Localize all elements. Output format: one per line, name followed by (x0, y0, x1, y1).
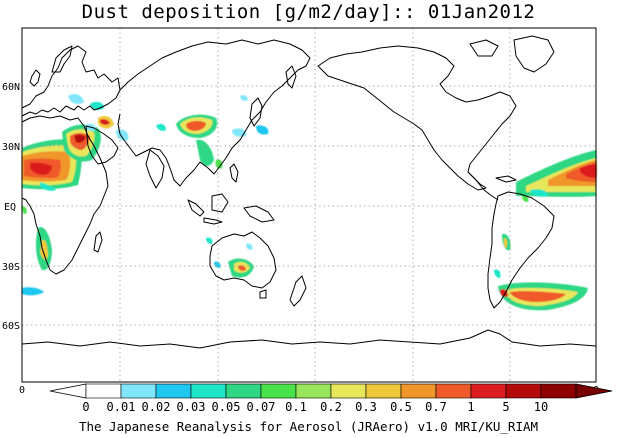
coast-borneo (211, 193, 229, 213)
graticule (22, 28, 596, 382)
colorbar-swatch (400, 383, 437, 399)
coast-madagascar (93, 231, 103, 253)
colorbar-label: 0.1 (285, 400, 307, 414)
coast-tasmania (259, 289, 267, 299)
map-frame (21, 27, 597, 383)
colorbar-label: 0.2 (320, 400, 342, 414)
coast-asia (117, 39, 311, 187)
colorbar-swatch (295, 383, 332, 399)
colorbar-swatch (365, 383, 402, 399)
colorbar-swatch (120, 383, 157, 399)
colorbar-swatch (505, 383, 542, 399)
lat-label: 60S (2, 321, 20, 332)
colorbar-label: 0.3 (355, 400, 377, 414)
coast-arabia (85, 125, 119, 165)
colorbar: 0 0.01 0.02 0.03 0.05 0.07 0.1 0.2 0.3 0.5 0.7 1 5 10 (49, 383, 613, 414)
coast-new-guinea (243, 205, 275, 223)
coast-central-america (467, 171, 499, 201)
coast-india (145, 149, 165, 189)
coast-scandinavia (51, 45, 73, 73)
colorbar-label: 0.01 (107, 400, 136, 414)
colorbar-label: 0.7 (425, 400, 447, 414)
colorbar-arrow-right (575, 383, 613, 399)
coast-antarctica (21, 329, 597, 349)
colorbar-swatch (155, 383, 192, 399)
coast-java (203, 217, 223, 225)
coast-south-america (487, 191, 555, 309)
lat-label: 30S (2, 262, 20, 273)
colorbar-swatch (540, 383, 577, 399)
colorbar-arrow-left (49, 383, 87, 399)
dust-field-layer (22, 94, 597, 311)
coastlines (21, 35, 597, 349)
colorbar-swatch (225, 383, 262, 399)
dust-patagonia (494, 195, 588, 311)
colorbar-label: 0.5 (390, 400, 412, 414)
colorbar-swatch (330, 383, 367, 399)
coast-kamchatka (285, 65, 297, 89)
colorbar-label: 0.03 (177, 400, 206, 414)
coast-uk (29, 69, 41, 87)
colorbar-label: 0 (82, 400, 89, 414)
colorbar-swatch (470, 383, 507, 399)
coast-australia (209, 231, 277, 289)
coast-africa (21, 115, 109, 275)
coast-new-zealand (289, 275, 307, 307)
dust-australia (206, 237, 254, 278)
coast-japan (249, 97, 263, 127)
lat-label: EQ (4, 202, 16, 213)
footer-credit: The Japanese Reanalysis for Aerosol (JRA… (78, 419, 539, 434)
coast-north-america (317, 45, 517, 191)
dust-mediterranean (68, 94, 104, 131)
coast-arctic-islands (469, 39, 499, 57)
coast-europe (21, 45, 121, 117)
colorbar-label: 0.05 (212, 400, 241, 414)
coast-philippines (229, 163, 239, 183)
colorbar-swatch (260, 383, 297, 399)
lat-label: 60N (2, 82, 20, 93)
colorbar-swatch (190, 383, 227, 399)
dust-east-asia (196, 139, 223, 169)
coast-caribbean (495, 175, 517, 183)
colorbar-swatch (435, 383, 472, 399)
colorbar-label: 0.07 (247, 400, 276, 414)
colorbar-label: 0.02 (142, 400, 171, 414)
coast-sumatra (187, 199, 205, 217)
colorbar-label: 5 (502, 400, 509, 414)
lat-label: 30N (2, 142, 20, 153)
edge-label-left: 0 (19, 385, 25, 396)
colorbar-swatch (85, 383, 122, 399)
map-title: Dust deposition [g/m2/day]:: 01Jan2012 (81, 1, 536, 23)
lat-labels: 60N 30N EQ 30S 60S (2, 82, 20, 332)
dust-taklimakan (156, 95, 269, 138)
coast-greenland (513, 35, 555, 73)
colorbar-label: 1 (467, 400, 474, 414)
dust-southern-africa (22, 206, 52, 296)
dust-plume-atlantic-east (516, 150, 597, 197)
colorbar-label: 10 (534, 400, 548, 414)
